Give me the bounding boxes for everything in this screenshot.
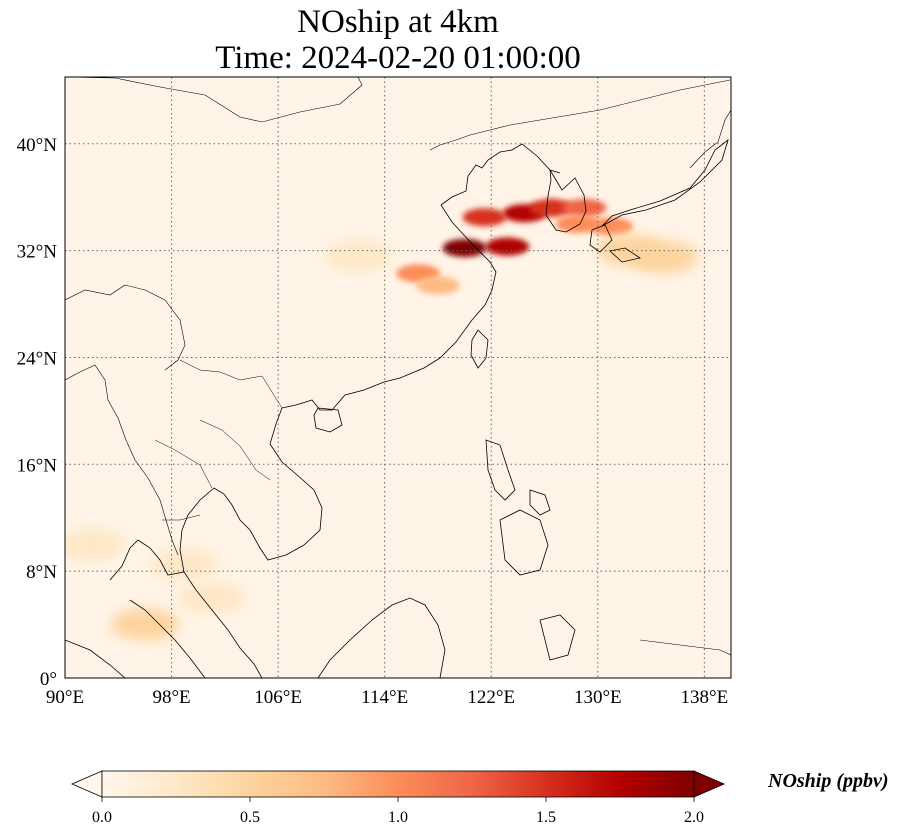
colorbar-extend-max <box>693 770 726 798</box>
lat-tick-label: 40°N <box>17 135 58 156</box>
hotspot-14 <box>177 581 246 614</box>
map-subtitle-time: Time: 2024-02-20 01:00:00 <box>215 40 581 76</box>
coastlines <box>65 77 731 678</box>
colorbar-tick-label: 1.5 <box>536 809 556 826</box>
longitude-ticks: 90°E 98°E 106°E 114°E 122°E 130°E 138°E <box>46 687 728 708</box>
hotspot-13 <box>110 608 179 641</box>
colorbar: 0.0 0.5 1.0 1.5 2.0 <box>70 770 726 826</box>
colorbar-tick-label: 2.0 <box>684 809 704 826</box>
colorbar-label: NOship (ppbv) <box>768 770 889 792</box>
lat-tick-label: 0° <box>40 669 57 690</box>
lon-tick-label: 114°E <box>361 687 408 708</box>
colorbar-gradient <box>101 770 695 798</box>
lon-tick-label: 130°E <box>574 687 622 708</box>
hotspot-16 <box>65 528 126 561</box>
hotspot-12 <box>324 239 393 272</box>
map-frame <box>64 76 732 679</box>
lat-tick-label: 32°N <box>17 242 58 263</box>
lat-tick-label: 24°N <box>17 348 58 369</box>
colorbar-ticks: 0.0 0.5 1.0 1.5 2.0 <box>92 797 704 826</box>
lat-tick-label: 8°N <box>26 562 57 583</box>
colorbar-tick-label: 1.0 <box>388 809 408 826</box>
colorbar-tick-label: 0.0 <box>92 809 112 826</box>
hotspot-0 <box>442 238 487 257</box>
hotspot-15 <box>150 548 219 581</box>
hotspot-9 <box>597 234 666 267</box>
lat-tick-label: 16°N <box>17 455 58 476</box>
hotspot-6 <box>555 214 600 233</box>
concentration-field <box>65 198 699 641</box>
lon-tick-label: 106°E <box>254 687 302 708</box>
lon-tick-label: 138°E <box>681 687 729 708</box>
hotspot-11 <box>415 276 460 295</box>
hotspot-5 <box>562 198 607 217</box>
map-field <box>65 77 731 678</box>
hotspot-7 <box>589 217 634 236</box>
map-title: NOship at 4km <box>297 4 499 40</box>
lon-tick-label: 122°E <box>467 687 515 708</box>
lon-tick-label: 98°E <box>152 687 190 708</box>
hotspot-4 <box>462 208 507 227</box>
colorbar-tick-label: 0.5 <box>240 809 260 826</box>
colorbar-extend-min <box>70 770 103 798</box>
hotspot-1 <box>485 237 530 256</box>
lon-tick-label: 90°E <box>46 687 84 708</box>
latitude-ticks: 0° 8°N 16°N 24°N 32°N 40°N <box>17 135 58 690</box>
hotspot-3 <box>529 198 574 217</box>
